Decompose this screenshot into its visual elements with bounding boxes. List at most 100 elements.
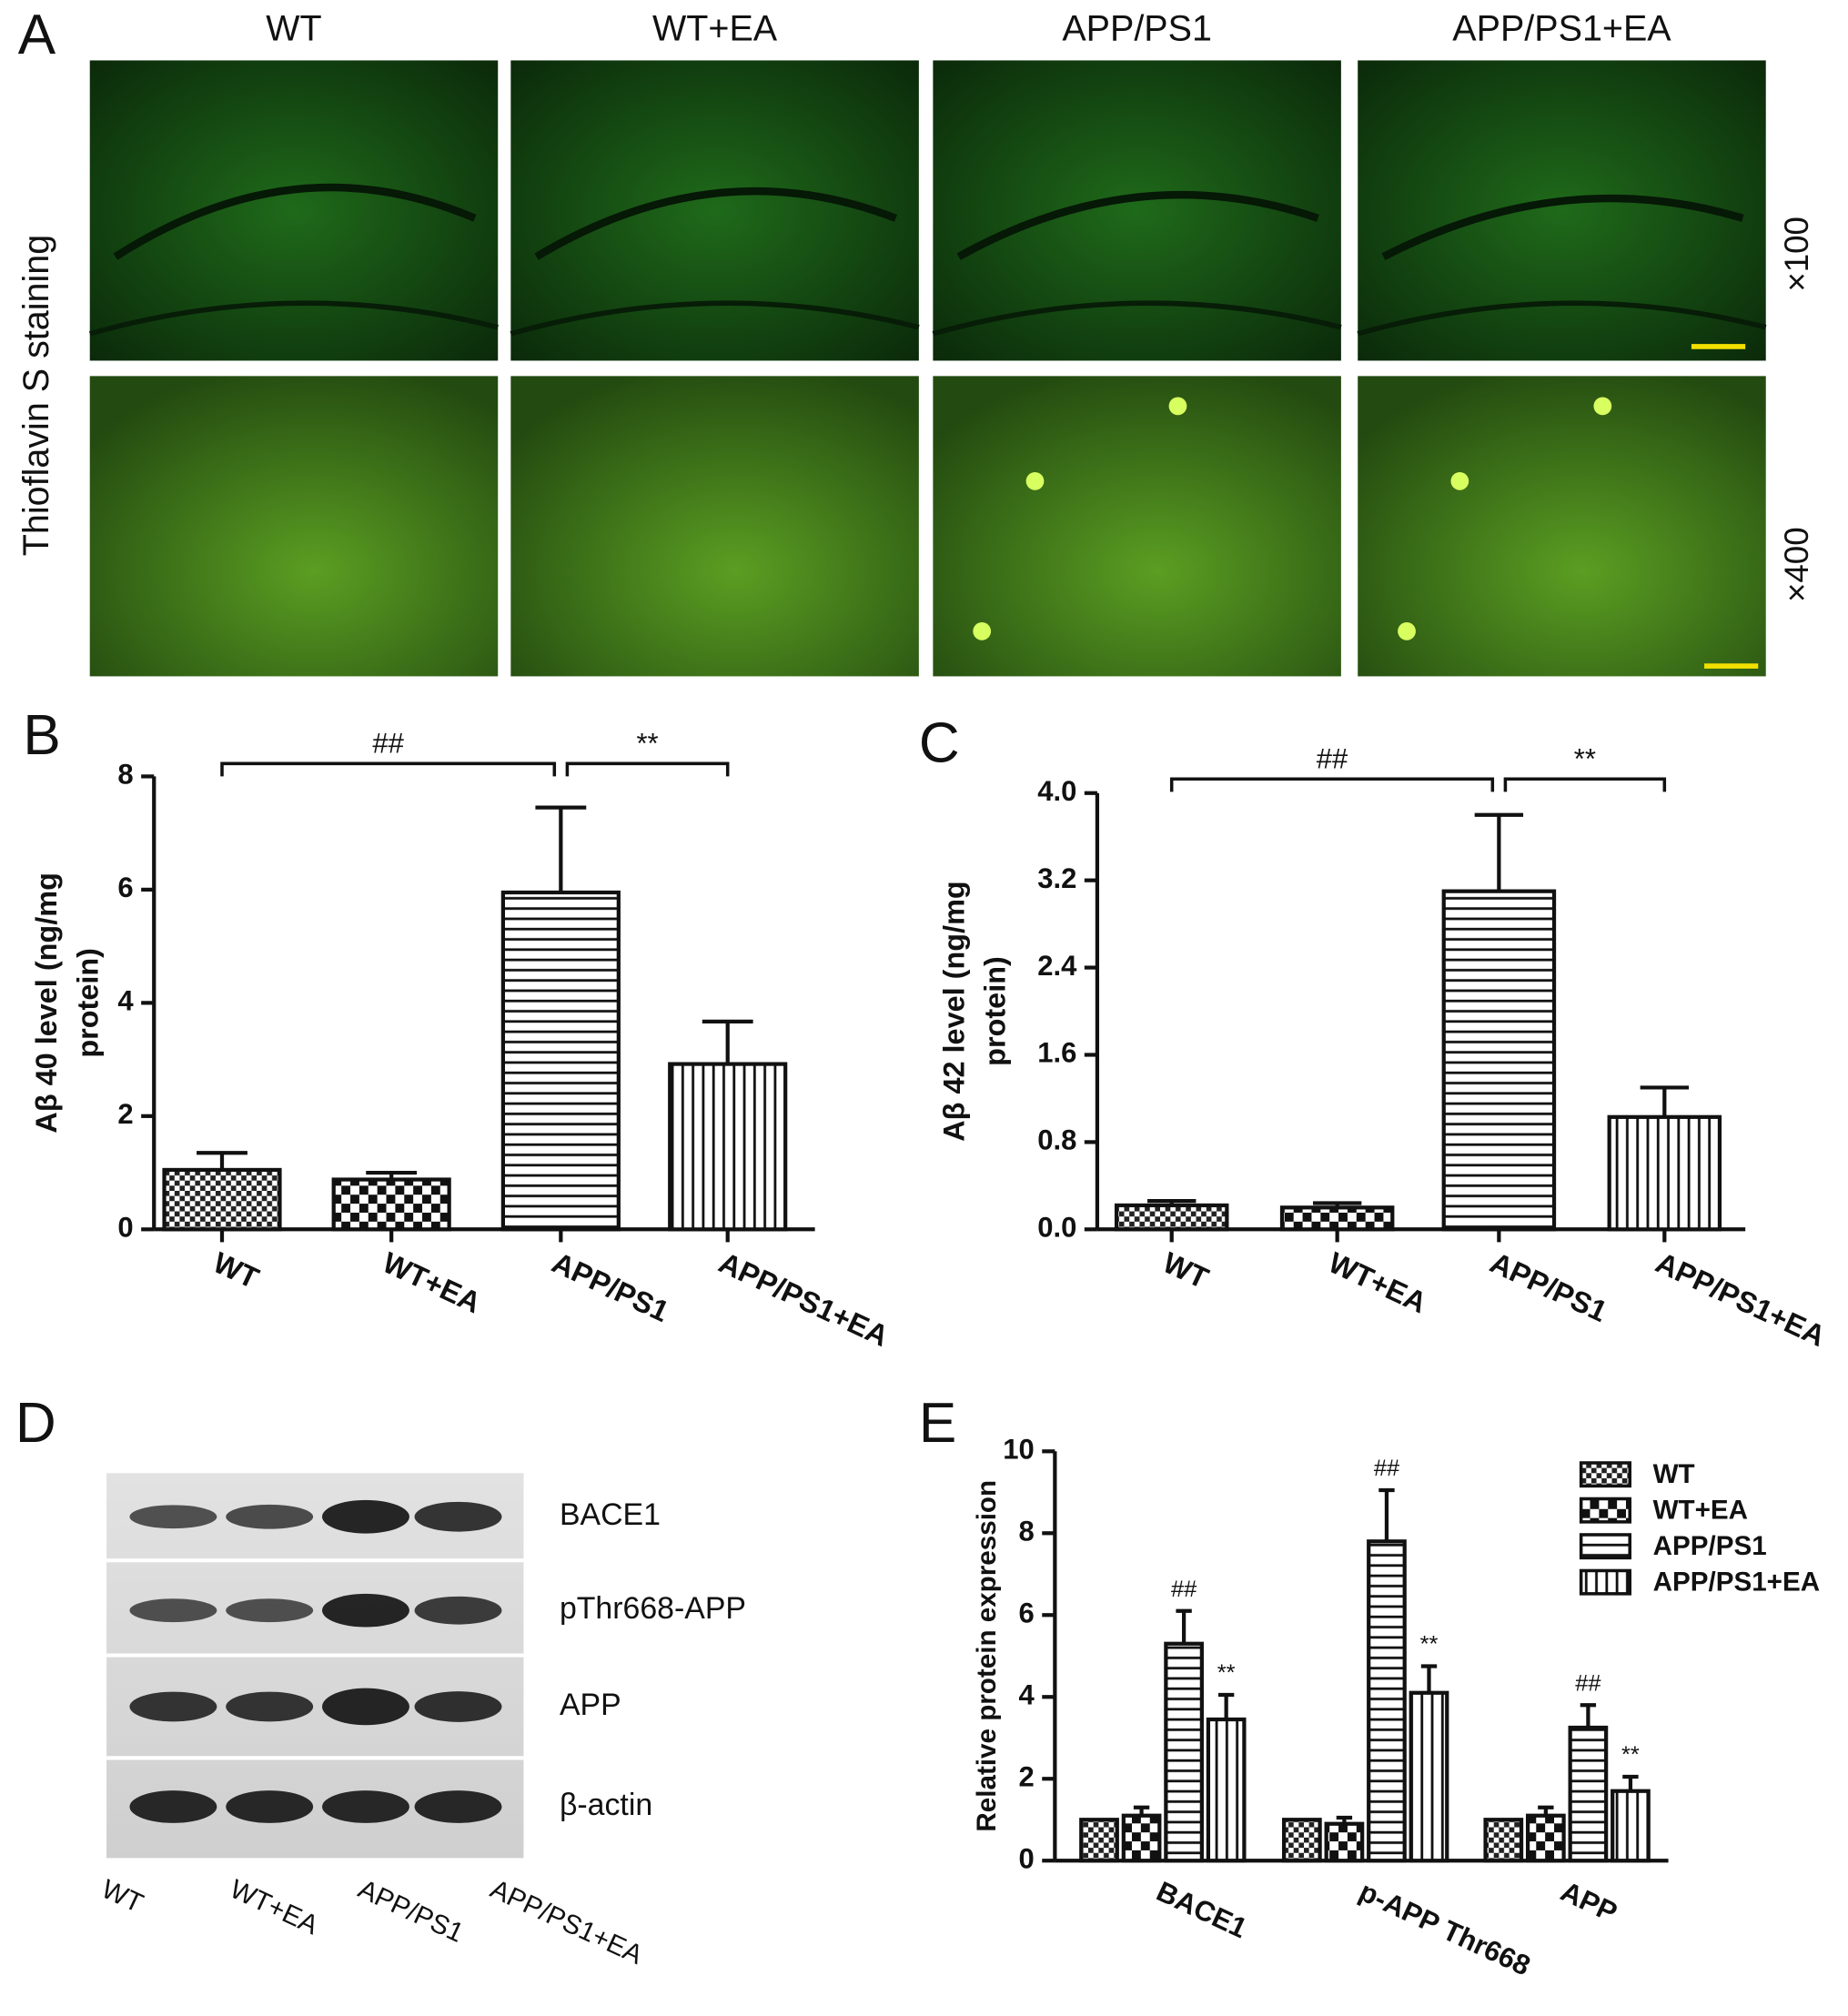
bar bbox=[1607, 1114, 1722, 1232]
band bbox=[322, 1790, 409, 1823]
y-tick-label: 10 bbox=[1003, 1433, 1035, 1465]
panel-label: E bbox=[919, 1392, 956, 1455]
y-tick-label: 1.6 bbox=[1037, 1037, 1076, 1069]
bar bbox=[1206, 1717, 1247, 1863]
band bbox=[129, 1790, 217, 1823]
band-label: β-actin bbox=[560, 1788, 652, 1822]
y-tick-label: 4 bbox=[117, 985, 134, 1017]
bar bbox=[1164, 1641, 1204, 1863]
x-tick-label: WT+EA bbox=[1324, 1245, 1432, 1319]
tissue-layer bbox=[932, 300, 1342, 337]
panel-label: C bbox=[919, 711, 960, 774]
y-tick-label: 2 bbox=[1019, 1760, 1035, 1792]
tissue-layer bbox=[113, 183, 477, 260]
tissue-layer bbox=[1381, 194, 1744, 260]
legend-label: APP/PS1 bbox=[1653, 1531, 1767, 1561]
tissue-layer bbox=[88, 300, 499, 337]
x-tick-label: WT bbox=[1158, 1245, 1214, 1295]
band-label: BACE1 bbox=[560, 1497, 661, 1532]
significance-bracket bbox=[565, 761, 730, 777]
band-label: pThr668-APP bbox=[560, 1591, 746, 1626]
x-tick-label: APP/PS1 bbox=[1485, 1245, 1611, 1328]
tissue-layer bbox=[956, 190, 1319, 260]
scale-bar bbox=[1704, 663, 1759, 669]
row-label: Thioflavin S staining bbox=[16, 235, 56, 556]
plaque bbox=[973, 622, 992, 640]
y-tick-label: 8 bbox=[117, 759, 133, 791]
y-tick-label: 2.4 bbox=[1037, 950, 1077, 982]
significance-label: ## bbox=[1374, 1456, 1399, 1481]
tissue-layer bbox=[1357, 300, 1767, 337]
x-tick-label: WT bbox=[208, 1245, 264, 1295]
plaque bbox=[1398, 622, 1416, 640]
bar bbox=[162, 1167, 282, 1232]
y-tick-label: 0.8 bbox=[1037, 1124, 1076, 1156]
bar bbox=[1282, 1818, 1322, 1863]
bar bbox=[1367, 1539, 1407, 1863]
plaque bbox=[1593, 397, 1612, 416]
bar bbox=[1441, 889, 1557, 1232]
band bbox=[129, 1691, 217, 1722]
significance-label: ** bbox=[1420, 1632, 1439, 1658]
plaque bbox=[1025, 472, 1045, 490]
panel-label: A bbox=[18, 4, 56, 66]
legend-swatch bbox=[1579, 1533, 1631, 1560]
band bbox=[414, 1596, 502, 1625]
y-tick-label: 4 bbox=[1019, 1678, 1035, 1710]
lane-label: WT+EA bbox=[226, 1874, 323, 1940]
y-tick-label: 8 bbox=[1019, 1515, 1035, 1547]
band bbox=[414, 1501, 502, 1532]
lane-label: APP/PS1+EA bbox=[486, 1874, 648, 1971]
significance-label: ** bbox=[1574, 743, 1596, 775]
magnification: ×100 bbox=[1778, 217, 1815, 292]
significance-label: ** bbox=[1217, 1660, 1236, 1686]
bar bbox=[1525, 1813, 1566, 1863]
bar bbox=[1114, 1203, 1229, 1232]
y-axis-label: protein) bbox=[71, 948, 104, 1058]
micrograph-high bbox=[510, 376, 919, 677]
bar bbox=[668, 1062, 788, 1232]
band bbox=[129, 1505, 217, 1529]
micrograph-high bbox=[1358, 376, 1766, 677]
x-tick-label: APP/PS1+EA bbox=[714, 1245, 894, 1353]
band bbox=[414, 1691, 502, 1722]
tissue-layer bbox=[534, 186, 897, 260]
band bbox=[226, 1504, 314, 1529]
y-axis-label: Relative protein expression bbox=[972, 1480, 1002, 1832]
y-tick-label: 6 bbox=[117, 872, 133, 903]
bar bbox=[1409, 1690, 1449, 1863]
y-tick-label: 2 bbox=[117, 1098, 133, 1130]
y-tick-label: 3.2 bbox=[1037, 862, 1076, 894]
x-tick-label: BACE1 bbox=[1152, 1875, 1252, 1944]
y-tick-label: 0 bbox=[117, 1211, 133, 1243]
bar bbox=[1079, 1818, 1119, 1863]
scale-bar bbox=[1691, 344, 1746, 349]
column-title: APP/PS1 bbox=[1062, 8, 1212, 48]
lane-label: WT bbox=[97, 1874, 148, 1919]
x-tick-label: p-APP Thr668 bbox=[1355, 1875, 1536, 1981]
x-tick-label: APP/PS1+EA bbox=[1651, 1245, 1830, 1353]
band bbox=[226, 1691, 314, 1722]
bar bbox=[1324, 1821, 1365, 1863]
legend-label: APP/PS1+EA bbox=[1653, 1567, 1821, 1597]
significance-label: ## bbox=[1317, 743, 1348, 775]
column-title: APP/PS1+EA bbox=[1452, 8, 1671, 48]
x-tick-label: APP bbox=[1556, 1875, 1622, 1929]
micrograph-high bbox=[933, 376, 1341, 677]
y-tick-label: 4.0 bbox=[1037, 775, 1076, 807]
panel-label: B bbox=[23, 704, 60, 767]
bar bbox=[1121, 1813, 1162, 1863]
significance-label: ** bbox=[1621, 1742, 1640, 1768]
column-title: WT+EA bbox=[652, 8, 778, 48]
significance-label: ** bbox=[636, 728, 658, 760]
band bbox=[129, 1598, 217, 1623]
magnification: ×400 bbox=[1778, 527, 1815, 602]
bar bbox=[1568, 1725, 1609, 1863]
panel-label: D bbox=[15, 1392, 56, 1455]
legend-label: WT bbox=[1653, 1459, 1695, 1489]
legend-swatch bbox=[1579, 1568, 1631, 1596]
column-title: WT bbox=[266, 8, 321, 48]
band-label: APP bbox=[560, 1688, 621, 1722]
significance-label: ## bbox=[372, 728, 404, 760]
y-tick-label: 6 bbox=[1019, 1597, 1035, 1628]
